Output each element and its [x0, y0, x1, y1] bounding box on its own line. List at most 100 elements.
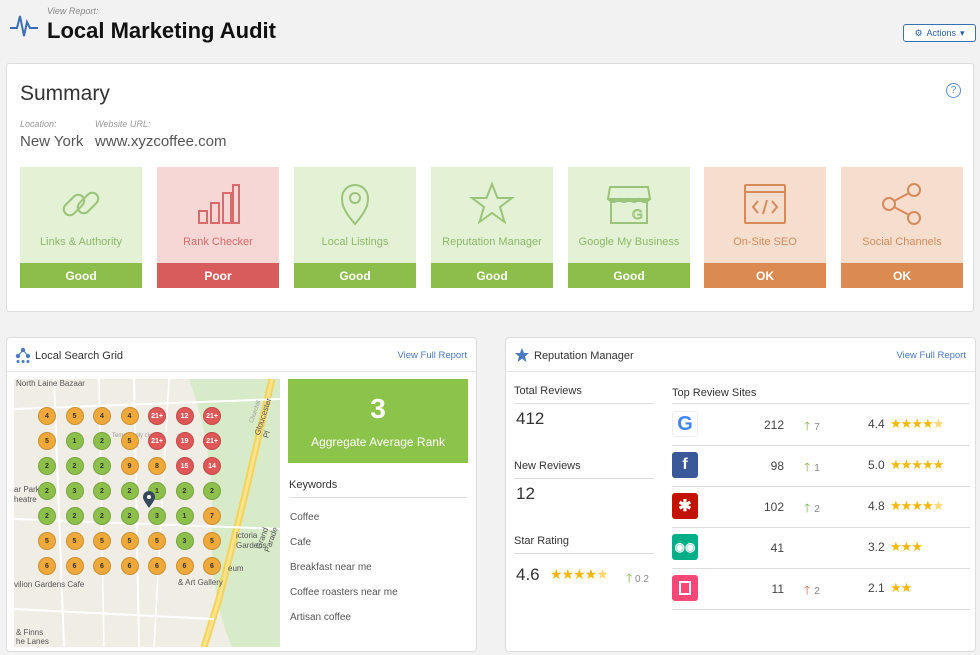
- rank-pin[interactable]: 2: [65, 457, 84, 475]
- keyword-item[interactable]: Cafe: [290, 537, 312, 548]
- actions-button[interactable]: ⚙ Actions ▾: [903, 24, 976, 42]
- rank-pin[interactable]: 6: [175, 557, 194, 575]
- rank-pin[interactable]: 6: [120, 557, 139, 575]
- card-rank-checker[interactable]: Rank Checker Poor: [157, 167, 279, 288]
- keyword-item[interactable]: Coffee: [290, 512, 320, 523]
- rank-pin[interactable]: 3: [65, 482, 84, 500]
- rank-pin[interactable]: 1: [175, 507, 194, 525]
- gear-icon: ⚙: [914, 27, 923, 38]
- rank-pin[interactable]: 5: [120, 432, 139, 450]
- rank-pin[interactable]: 12: [175, 407, 194, 425]
- rank-pin[interactable]: 2: [120, 507, 139, 525]
- rank-pin[interactable]: 2: [93, 457, 111, 475]
- rank-pin[interactable]: 2: [38, 507, 56, 525]
- up-arrow-icon: 🡑: [626, 571, 633, 585]
- rank-pin[interactable]: 21+: [203, 432, 221, 450]
- rank-pin[interactable]: 2: [93, 482, 111, 500]
- rank-pin[interactable]: 3: [148, 507, 166, 525]
- rank-pin[interactable]: 5: [65, 532, 84, 550]
- rank-pin[interactable]: 6: [93, 557, 111, 575]
- review-site-row[interactable]: f 98 🡑 1 5.0 ★★★★★: [672, 445, 970, 486]
- review-delta: 🡑 7: [804, 417, 820, 438]
- location-label: Location:: [20, 119, 57, 129]
- rank-pin[interactable]: 4: [38, 407, 56, 425]
- divider: [672, 527, 970, 528]
- review-site-row[interactable]: G 212 🡑 7 4.4 ★★★★★: [672, 404, 970, 445]
- website-url-label: Website URL:: [95, 119, 151, 129]
- rank-pin[interactable]: 9: [120, 457, 139, 475]
- card-on-site-seo[interactable]: On-Site SEO OK: [704, 167, 826, 288]
- card-label: Rank Checker: [183, 236, 253, 248]
- review-site-row[interactable]: ✱ 102 🡑 2 4.8 ★★★★★: [672, 486, 970, 527]
- rank-pin[interactable]: 2: [203, 482, 221, 500]
- rank-pin[interactable]: 2: [175, 482, 194, 500]
- keyword-item[interactable]: Artisan coffee: [290, 612, 351, 623]
- rank-pin[interactable]: 19: [175, 432, 194, 450]
- storefront-icon: G: [606, 186, 652, 224]
- svg-text:G: G: [632, 206, 643, 222]
- review-site-row[interactable]: 11 🡑 2 2.1 ★★: [672, 568, 970, 609]
- rank-pin[interactable]: 5: [38, 432, 56, 450]
- google-logo-icon: G: [672, 411, 698, 437]
- star-rating-delta-value: 0.2: [635, 574, 649, 585]
- site-rating: 3.2: [868, 540, 885, 554]
- rank-pin[interactable]: 15: [175, 457, 194, 475]
- rank-pin[interactable]: 21+: [203, 407, 221, 425]
- view-full-report-link[interactable]: View Full Report: [896, 350, 966, 361]
- card-social-channels[interactable]: Social Channels OK: [841, 167, 963, 288]
- card-reputation-manager[interactable]: Reputation Manager Good: [431, 167, 553, 288]
- map-label: & Finns: [16, 628, 44, 637]
- divider: [514, 478, 654, 479]
- card-status: Good: [431, 263, 553, 288]
- rank-pin[interactable]: 21+: [148, 432, 166, 450]
- rank-pin[interactable]: 6: [148, 557, 166, 575]
- rank-pin[interactable]: 5: [203, 532, 221, 550]
- help-icon[interactable]: ?: [946, 83, 961, 98]
- rank-pin[interactable]: 6: [203, 557, 221, 575]
- rank-pin[interactable]: 14: [203, 457, 221, 475]
- keywords-title: Keywords: [289, 479, 338, 491]
- review-site-row[interactable]: ◉◉ 41 3.2 ★★★: [672, 527, 970, 568]
- review-delta: 🡑 1: [804, 458, 820, 479]
- keyword-item[interactable]: Breakfast near me: [290, 562, 372, 573]
- rank-pin[interactable]: 2: [38, 482, 56, 500]
- rank-pin[interactable]: 4: [93, 407, 111, 425]
- rank-pin[interactable]: 1: [65, 432, 84, 450]
- map-label: he Lanes: [16, 637, 49, 646]
- card-google-my-business[interactable]: G Google My Business Good: [568, 167, 690, 288]
- new-reviews-value: 12: [516, 484, 535, 503]
- link-icon: [62, 191, 100, 217]
- rank-pin[interactable]: 2: [65, 507, 84, 525]
- keyword-item[interactable]: Coffee roasters near me: [290, 587, 398, 598]
- site-rating: 2.1: [868, 581, 885, 595]
- search-grid-map[interactable]: North Laine Bazaar ar Park heatre vilion…: [14, 379, 280, 647]
- rank-pin[interactable]: 6: [65, 557, 84, 575]
- card-local-listings[interactable]: Local Listings Good: [294, 167, 416, 288]
- rank-pin[interactable]: 4: [120, 407, 139, 425]
- rank-pin[interactable]: 8: [148, 457, 166, 475]
- rank-pin[interactable]: 2: [93, 507, 111, 525]
- location-value: New York: [20, 133, 84, 150]
- card-label: Links & Authority: [40, 236, 122, 248]
- review-delta-value: 1: [814, 463, 820, 474]
- rank-pin[interactable]: 21+: [148, 407, 166, 425]
- rank-pin[interactable]: 5: [120, 532, 139, 550]
- view-full-report-link[interactable]: View Full Report: [397, 350, 467, 361]
- rank-pin[interactable]: 2: [93, 432, 111, 450]
- site-rating: 4.8: [868, 499, 885, 513]
- website-url-value: www.xyzcoffee.com: [95, 133, 227, 150]
- rank-pin[interactable]: 5: [148, 532, 166, 550]
- panel-header: Local Search Grid View Full Report: [7, 338, 476, 372]
- total-reviews-label: Total Reviews: [514, 385, 582, 397]
- rank-pin[interactable]: 3: [175, 532, 194, 550]
- panel-header: Reputation Manager View Full Report: [506, 338, 975, 372]
- rank-pin[interactable]: 5: [65, 407, 84, 425]
- rank-pin[interactable]: 7: [203, 507, 221, 525]
- rank-pin[interactable]: 5: [93, 532, 111, 550]
- card-links-authority[interactable]: Links & Authority Good: [20, 167, 142, 288]
- rank-pin[interactable]: 5: [38, 532, 56, 550]
- rank-pin[interactable]: 6: [38, 557, 56, 575]
- rank-pin[interactable]: 2: [120, 482, 139, 500]
- rank-pin[interactable]: 2: [38, 457, 56, 475]
- code-window-icon: [744, 184, 786, 224]
